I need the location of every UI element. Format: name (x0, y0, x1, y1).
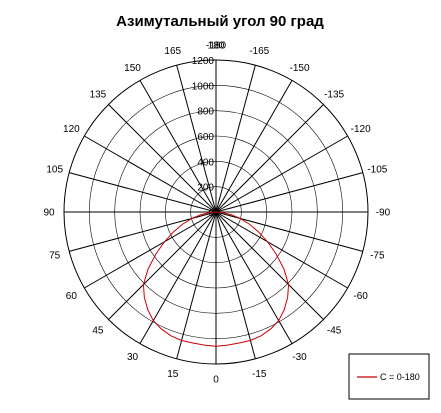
radial-tick-labels: 0 200 400 600 800 1000 1200 (192, 56, 215, 219)
grid-spoke-345 (176, 211, 217, 359)
radial-tick-label: 1200 (192, 56, 215, 67)
grid-spoke-150 (215, 80, 293, 213)
legend-label: C = 0-180 (380, 372, 420, 382)
angle-tick-label: 180 (208, 41, 225, 52)
angle-tick-label: 30 (127, 352, 139, 363)
legend-box (348, 353, 430, 400)
angle-tick-label: -45 (327, 326, 342, 337)
angle-tick-label: -90 (376, 208, 391, 219)
grid-spoke-300 (84, 211, 217, 289)
chart-title: Азимутальный угол 90 град (116, 13, 324, 30)
angle-tick-label: -135 (324, 89, 344, 100)
radial-tick-label: 0 (208, 208, 214, 219)
grid-spoke-255 (69, 172, 217, 213)
angle-tick-label: -150 (289, 63, 309, 74)
grid-spokes (64, 60, 368, 364)
grid-spoke-105 (215, 172, 363, 213)
angle-tick-label: 0 (213, 375, 219, 386)
angle-tick-label: 45 (92, 326, 104, 337)
grid-spoke-240 (84, 135, 217, 213)
series-line-0 (142, 211, 290, 347)
angle-tick-label: 15 (167, 369, 179, 380)
radial-tick-label: 600 (197, 132, 214, 143)
angle-tick-label: 150 (124, 63, 141, 74)
angle-tick-label: 135 (90, 89, 107, 100)
radial-tick-label: 1000 (192, 81, 215, 92)
angle-tick-label: 60 (66, 291, 78, 302)
angle-tick-label: 165 (164, 46, 181, 57)
angle-tick-label: 90 (43, 208, 55, 219)
grid-spoke-30 (215, 211, 293, 344)
grid-spoke-195 (176, 65, 217, 213)
grid-spoke-15 (215, 211, 256, 359)
angle-tick-labels: -180-165-150-135-120-105-90-75-60-45-30-… (43, 41, 390, 386)
grid-spoke-330 (139, 211, 217, 344)
angle-tick-label: -165 (249, 46, 269, 57)
radial-tick-label: 200 (197, 183, 214, 194)
grid-spoke-225 (108, 104, 217, 213)
legend: C = 0-180 (348, 353, 430, 400)
grid-spoke-210 (139, 80, 217, 213)
radial-tick-label: 800 (197, 107, 214, 118)
angle-tick-label: -105 (367, 164, 387, 175)
grid-spoke-60 (215, 211, 348, 289)
grid-spoke-315 (108, 211, 217, 320)
angle-tick-label: -120 (351, 124, 371, 135)
grid-spoke-165 (215, 65, 256, 213)
angle-tick-label: 75 (49, 251, 61, 262)
angle-tick-label: -30 (292, 352, 307, 363)
angle-tick-label: -75 (370, 251, 385, 262)
series-layer (142, 211, 290, 347)
grid-spoke-135 (215, 104, 324, 213)
angle-tick-label: -15 (252, 369, 267, 380)
angle-tick-label: -180 (206, 41, 226, 52)
radial-tick-label: 400 (197, 157, 214, 168)
angle-tick-label: 120 (63, 124, 80, 135)
grid-spoke-45 (215, 211, 324, 320)
angle-tick-label: -60 (353, 291, 368, 302)
grid-spoke-120 (215, 135, 348, 213)
angle-tick-label: 105 (46, 164, 63, 175)
